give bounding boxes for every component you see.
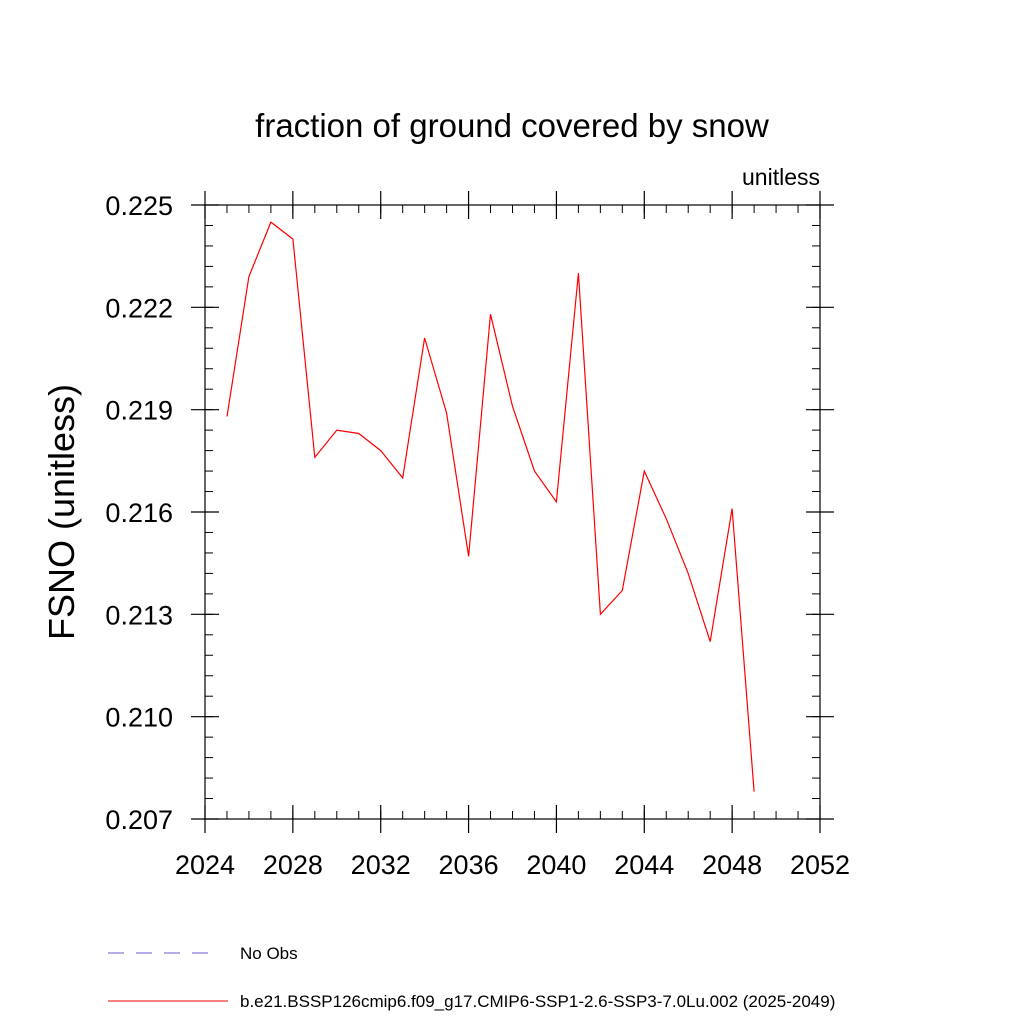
x-tick-label: 2048 <box>702 850 762 880</box>
units-label: unitless <box>742 164 820 190</box>
legend: No Obs b.e21.BSSP126cmip6.f09_g17.CMIP6-S… <box>108 944 835 1011</box>
chart-title: fraction of ground covered by snow <box>255 107 769 144</box>
y-tick-label: 0.216 <box>105 498 173 528</box>
legend-label: b.e21.BSSP126cmip6.f09_g17.CMIP6-SSP1-2.… <box>240 992 835 1011</box>
x-tick-label: 2024 <box>175 850 235 880</box>
y-tick-label: 0.225 <box>105 191 173 221</box>
y-tick-label: 0.210 <box>105 703 173 733</box>
y-axis: 0.207 0.210 0.213 0.216 0.219 0.222 0.225 <box>105 191 834 835</box>
series-layer <box>226 221 755 792</box>
y-tick-label: 0.222 <box>105 293 173 323</box>
x-axis: 2024 2028 2032 2036 2040 2044 2048 2052 <box>175 191 850 880</box>
y-tick-label: 0.219 <box>105 396 173 426</box>
series-line <box>226 221 755 792</box>
x-tick-label: 2028 <box>263 850 323 880</box>
x-tick-label: 2036 <box>439 850 499 880</box>
x-tick-label: 2044 <box>614 850 674 880</box>
plot-frame <box>204 204 821 820</box>
plot-border <box>204 204 821 820</box>
y-axis-label: FSNO (unitless) <box>41 384 82 640</box>
x-tick-label: 2052 <box>790 850 850 880</box>
legend-label: No Obs <box>240 944 298 963</box>
x-tick-label: 2040 <box>526 850 586 880</box>
x-tick-label: 2032 <box>351 850 411 880</box>
y-tick-label: 0.207 <box>105 805 173 835</box>
y-tick-label: 0.213 <box>105 600 173 630</box>
